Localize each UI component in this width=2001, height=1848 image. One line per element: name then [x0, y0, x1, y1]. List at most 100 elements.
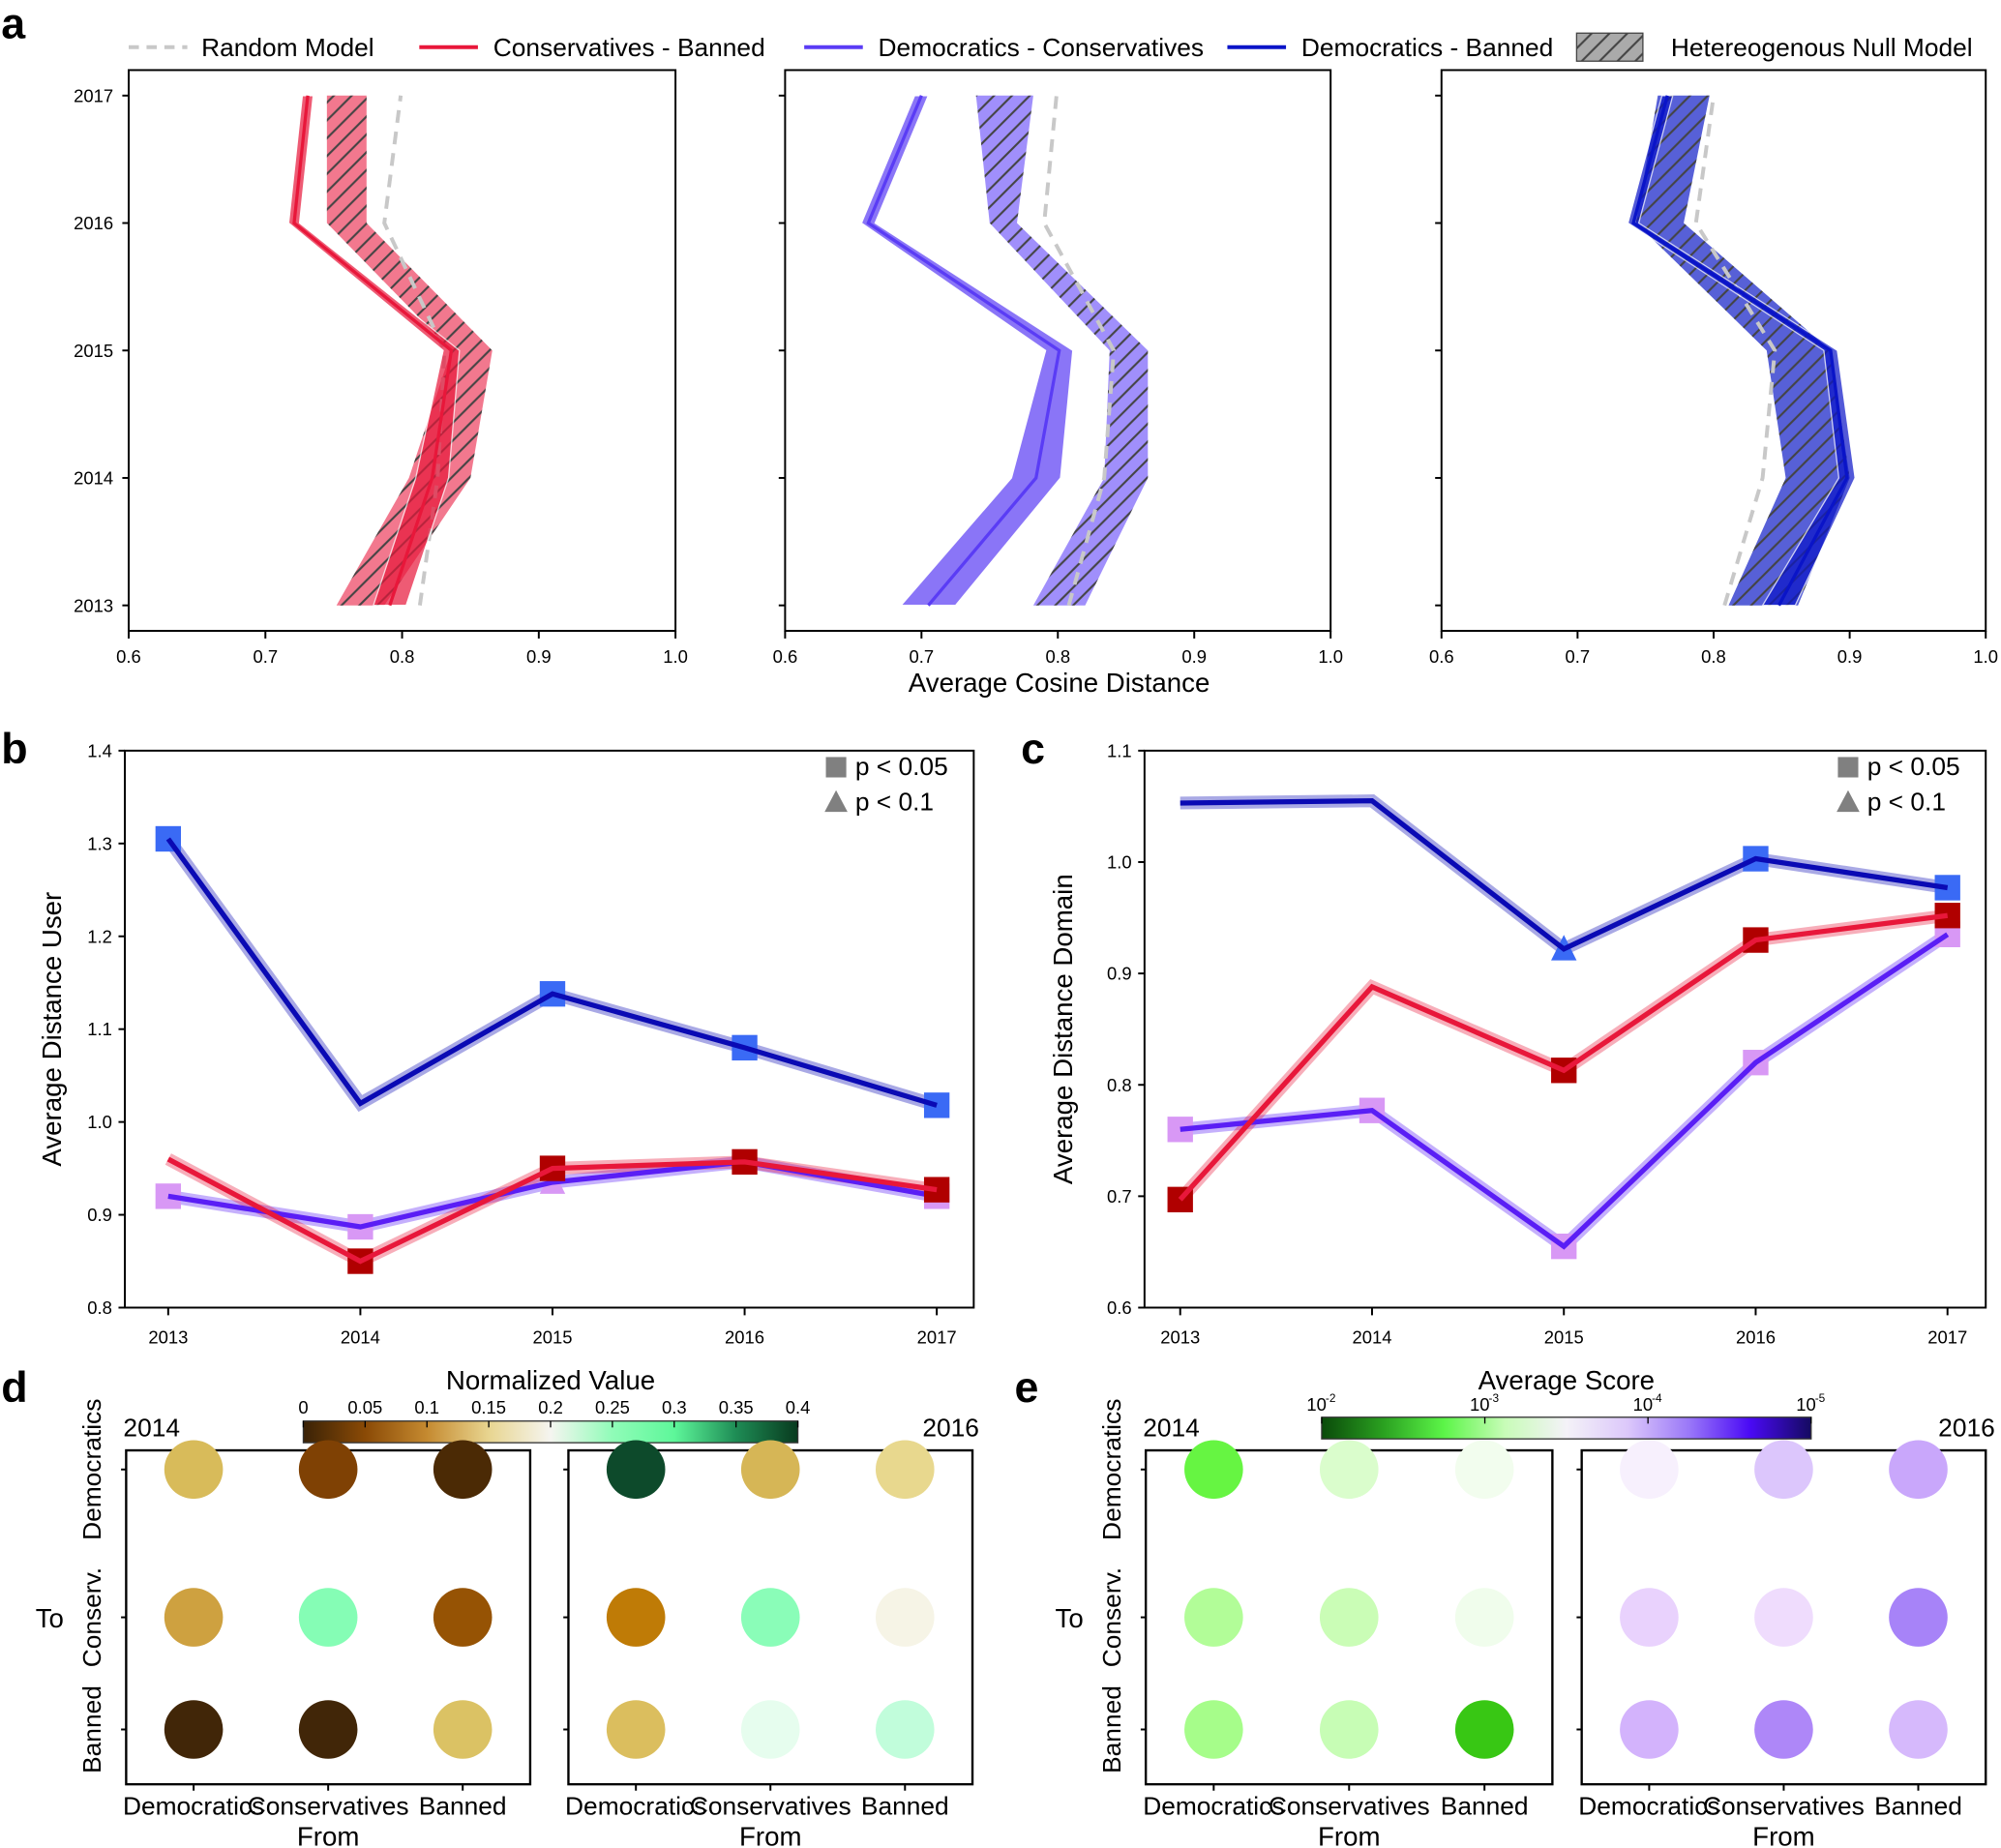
x-axis-label: From: [1752, 1821, 1815, 1848]
y-tick-label: 0.8: [87, 1297, 112, 1318]
y-tick-label: Banned: [77, 1685, 106, 1773]
y-axis-label: Average Distance Domain: [1048, 874, 1078, 1184]
series-line: [1180, 932, 1950, 1250]
x-tick-label: 0.7: [910, 646, 935, 667]
x-tick-label: 2016: [725, 1326, 764, 1347]
colorbar-tick-label: 0.4: [786, 1397, 811, 1417]
legend-label: p < 0.05: [1867, 752, 1960, 781]
x-tick-label: Banned: [419, 1792, 507, 1821]
y-tick-label: 1.3: [87, 833, 112, 853]
heatmap-cell: [1319, 1700, 1379, 1759]
year-label: 2016: [922, 1414, 979, 1443]
series-band: [860, 95, 1074, 607]
null-model-hatch: [326, 95, 493, 606]
x-tick-label: 0.8: [1701, 646, 1726, 667]
x-tick-label: Conservatives: [1269, 1792, 1430, 1821]
x-tick-label: 0.6: [1429, 646, 1454, 667]
series-line: [866, 95, 1061, 607]
colorbar-tick-label: 0.05: [347, 1397, 382, 1417]
y-tick-label: 2016: [74, 213, 113, 233]
legend-label: p < 0.1: [855, 788, 934, 817]
colorbar-tick-exponent: -2: [1326, 1391, 1336, 1405]
heatmap-cell: [875, 1588, 935, 1647]
heatmap-cell: [433, 1588, 493, 1647]
series-band: [1180, 929, 1952, 1255]
heatmap-cell: [1620, 1440, 1679, 1500]
panel-label: c: [1021, 725, 1045, 773]
x-tick-label: 2016: [1736, 1326, 1776, 1347]
axes-frame: [124, 749, 975, 1309]
y-tick-label: 1.1: [1107, 740, 1132, 760]
x-tick-label: 0.7: [1566, 646, 1591, 667]
y-axis-label: To: [36, 1603, 64, 1633]
x-axis-label: From: [1318, 1821, 1381, 1848]
x-tick-label: Conservatives: [690, 1792, 851, 1821]
year-label: 2016: [1938, 1414, 1995, 1443]
legend-label: p < 0.05: [855, 752, 948, 781]
x-tick-label: 0.8: [1045, 646, 1070, 667]
x-tick-label: 0.9: [526, 646, 552, 667]
heatmap-cell: [1889, 1588, 1948, 1647]
x-tick-label: 1.0: [1973, 646, 1998, 667]
heatmap-cell: [1754, 1440, 1813, 1500]
heatmap-cell: [1454, 1700, 1514, 1759]
colorbar-tick-label: 0.3: [662, 1397, 687, 1417]
series-line: [165, 837, 938, 1108]
y-tick-label: 2015: [74, 341, 113, 361]
x-tick-label: Conservatives: [248, 1792, 409, 1821]
colorbar-tick-exponent: -3: [1489, 1391, 1500, 1405]
heatmap-cell: [298, 1588, 358, 1647]
colorbar-tick-label: 10: [1306, 1394, 1327, 1415]
y-tick-label: 0.9: [87, 1205, 112, 1225]
x-tick-label: 2015: [1544, 1326, 1584, 1347]
x-tick-label: Democratics: [123, 1792, 264, 1821]
significance-marker-square: [923, 1092, 950, 1118]
random-model-line: [382, 95, 447, 606]
x-tick-label: 2013: [148, 1326, 188, 1347]
x-tick-label: 0.7: [253, 646, 278, 667]
x-tick-label: Democratics: [1578, 1792, 1719, 1821]
x-tick-label: 2014: [1352, 1326, 1391, 1347]
y-tick-label: 2017: [74, 85, 113, 105]
legend-label: p < 0.1: [1867, 788, 1946, 817]
x-tick-label: 1.0: [1318, 646, 1343, 667]
heatmap-cell: [606, 1700, 666, 1759]
colorbar-tick-label: 10: [1470, 1394, 1490, 1415]
colorbar-tick-label: 10: [1633, 1394, 1654, 1415]
heatmap-cell: [298, 1440, 358, 1500]
legend-triangle-icon: [1837, 790, 1860, 813]
x-axis-label: From: [739, 1821, 802, 1848]
colorbar-tick-exponent: -5: [1815, 1391, 1826, 1405]
series-band: [287, 95, 461, 607]
legend-label: Random Model: [201, 33, 374, 62]
year-label: 2014: [123, 1414, 180, 1443]
x-axis-label: Average Cosine Distance: [909, 668, 1210, 698]
x-tick-label: 2014: [341, 1326, 380, 1347]
heatmap-cell: [1454, 1440, 1514, 1500]
y-tick-label: 0.7: [1107, 1186, 1132, 1207]
y-tick-label: 2014: [74, 468, 113, 489]
panel-label: d: [1, 1363, 27, 1412]
colorbar-tick-label: 0.35: [719, 1397, 754, 1417]
heatmap-cell: [1620, 1700, 1679, 1759]
colorbar-tick-label: 0.25: [595, 1397, 630, 1417]
x-tick-label: 2013: [1160, 1326, 1200, 1347]
heatmap-cell: [1184, 1700, 1243, 1759]
heatmap-cell: [740, 1440, 800, 1500]
heatmap-cell: [740, 1700, 800, 1759]
y-tick-label: 1.4: [87, 740, 112, 760]
series-band-edge: [1180, 934, 1949, 1248]
legend-triangle-icon: [824, 790, 848, 813]
null-model-hatch: [1635, 95, 1850, 606]
series-line: [1631, 95, 1849, 607]
series-line: [1180, 798, 1949, 952]
x-tick-label: 0.9: [1181, 646, 1207, 667]
heatmap-cell: [1454, 1588, 1514, 1647]
series-band: [163, 835, 940, 1113]
heatmap-cell: [433, 1700, 493, 1759]
x-tick-label: Democratics: [565, 1792, 706, 1821]
y-tick-label: Conserv.: [77, 1567, 106, 1667]
axes-frame: [1143, 749, 1987, 1309]
legend-label: Hetereogenous Null Model: [1671, 33, 1973, 62]
